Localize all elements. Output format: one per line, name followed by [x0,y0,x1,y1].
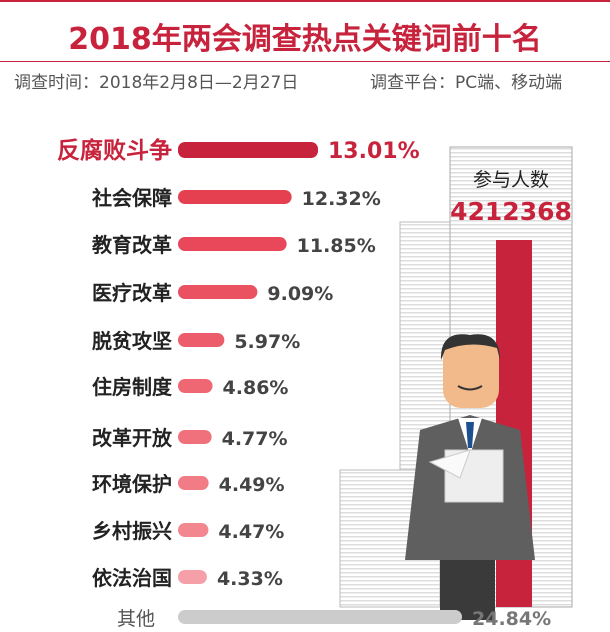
bar [178,285,258,299]
category-label: 依法治国 [92,566,172,590]
survey-platform: 调查平台：PC端、移动端 [370,73,563,93]
participants-value: 4212368 [450,197,572,226]
value-label: 4.77% [222,428,288,450]
category-label: 教育改革 [92,233,172,257]
value-label: 4.49% [219,474,285,496]
top-rule [0,0,610,2]
value-label: 4.86% [223,377,289,399]
participants-label: 参与人数 [472,169,549,191]
page-title: 2018年两会调查热点关键词前十名 [68,22,542,57]
businessman-figure [405,334,535,620]
bar [178,379,213,393]
value-label: 13.01% [328,139,420,164]
category-label: 医疗改革 [92,281,172,305]
value-label: 5.97% [234,331,300,353]
bar [178,333,225,347]
category-label: 环境保护 [92,472,172,496]
bar [178,570,207,584]
value-label: 4.47% [218,521,284,543]
title-rule [0,61,610,62]
bar [178,476,209,490]
category-label: 社会保障 [91,186,172,210]
bar [178,190,292,204]
value-label: 4.33% [217,568,283,590]
category-label: 反腐败斗争 [57,137,172,164]
category-label: 其他 [117,608,155,630]
bar [178,610,462,624]
value-label: 11.85% [297,235,376,257]
category-label: 脱贫攻坚 [92,329,172,353]
survey-time: 调查时间：2018年2月8日—2月27日 [14,73,299,93]
category-label: 改革开放 [92,426,173,450]
bar [178,430,212,444]
value-label: 12.32% [302,188,381,210]
bar [178,237,287,251]
bar [178,523,209,537]
category-label: 乡村振兴 [92,519,172,543]
category-label: 住房制度 [92,375,173,399]
bar [178,142,318,158]
value-label: 24.84% [472,608,551,630]
value-label: 9.09% [267,283,333,305]
